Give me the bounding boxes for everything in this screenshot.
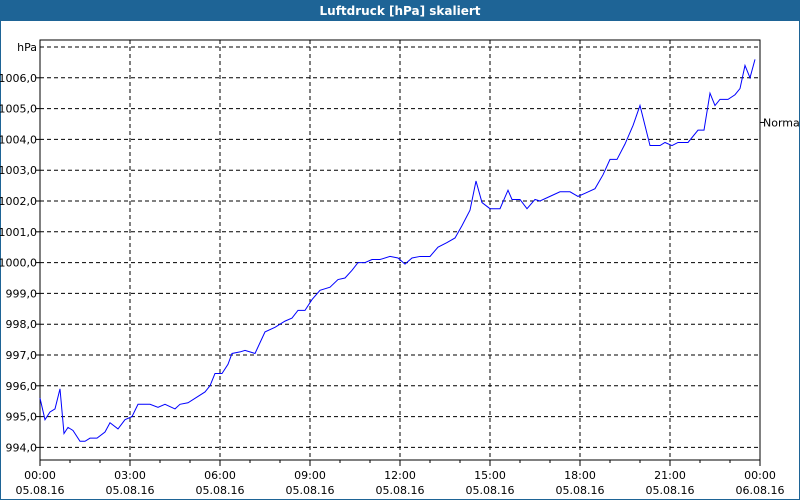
- x-tick-date: 05.08.16: [196, 484, 245, 497]
- window-title: Luftdruck [hPa] skaliert: [1, 1, 799, 21]
- x-tick-time: 18:00: [564, 469, 596, 482]
- x-tick-date: 05.08.16: [556, 484, 605, 497]
- x-tick-date: 06.08.16: [736, 484, 785, 497]
- x-tick-date: 05.08.16: [376, 484, 425, 497]
- y-tick-label: 1005,0: [0, 103, 37, 116]
- x-tick-time: 00:00: [24, 469, 56, 482]
- plot-frame: [39, 39, 761, 461]
- x-tick-date: 05.08.16: [466, 484, 515, 497]
- reference-label: Normal: [763, 116, 800, 129]
- x-tick-time: 21:00: [654, 469, 686, 482]
- x-tick-time: 09:00: [294, 469, 326, 482]
- x-tick-time: 00:00: [744, 469, 776, 482]
- y-tick-label: 996,0: [6, 380, 38, 393]
- y-axis-label: hPa: [17, 41, 37, 54]
- y-tick-label: 1004,0: [0, 133, 37, 146]
- y-tick-label: 998,0: [6, 318, 38, 331]
- y-tick-label: 1002,0: [0, 195, 37, 208]
- y-tick-label: 995,0: [6, 411, 38, 424]
- pressure-line: [39, 59, 756, 442]
- y-tick-label: 997,0: [6, 349, 38, 362]
- y-tick-label: 999,0: [6, 287, 38, 300]
- x-tick-time: 12:00: [384, 469, 416, 482]
- x-tick-time: 03:00: [114, 469, 146, 482]
- x-tick-date: 05.08.16: [106, 484, 155, 497]
- y-tick-label: 1001,0: [0, 226, 37, 239]
- x-tick-time: 15:00: [474, 469, 506, 482]
- y-tick-label: 1000,0: [0, 257, 37, 270]
- y-tick-label: 1006,0: [0, 72, 37, 85]
- y-tick-label: 1003,0: [0, 164, 37, 177]
- x-tick-date: 05.08.16: [16, 484, 65, 497]
- x-tick-time: 06:00: [204, 469, 236, 482]
- x-tick-date: 05.08.16: [286, 484, 335, 497]
- y-tick-label: 994,0: [6, 441, 38, 454]
- x-tick-date: 05.08.16: [646, 484, 695, 497]
